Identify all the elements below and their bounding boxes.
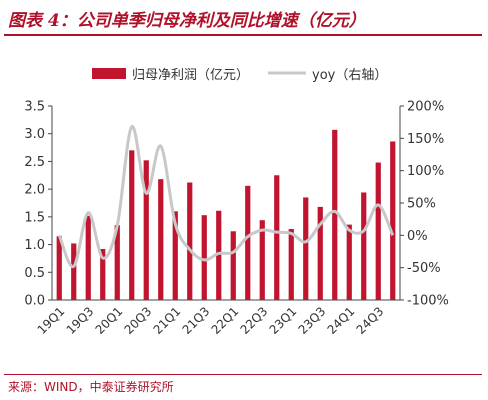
- x-tick-label: 22Q1: [209, 304, 242, 337]
- bar: [375, 162, 381, 300]
- x-tick-label: 24Q1: [325, 304, 358, 337]
- x-tick-label: 21Q3: [180, 304, 213, 337]
- y-right-tick-label: 200%: [407, 100, 444, 115]
- y-left-tick-label: 3.5: [24, 100, 45, 115]
- source-divider: [4, 374, 482, 375]
- chart-legend: 归母净利润（亿元） yoy（右轴）: [92, 68, 387, 83]
- x-tick-label: 20Q3: [122, 304, 155, 337]
- bar: [332, 129, 338, 300]
- y-left-tick-label: 0.5: [24, 266, 45, 281]
- bar: [85, 215, 91, 300]
- x-tick-label: 20Q1: [93, 304, 126, 337]
- bar: [143, 160, 149, 300]
- yoy-series: [57, 125, 395, 268]
- bar: [390, 141, 396, 300]
- y-right-tick-label: -100%: [407, 294, 449, 309]
- bar: [230, 231, 236, 300]
- y-right-tick-label: 100%: [407, 164, 444, 179]
- bar: [245, 185, 251, 300]
- x-tick-label: 23Q1: [267, 304, 300, 337]
- bar: [172, 211, 178, 300]
- bar: [259, 220, 265, 300]
- bar: [114, 225, 120, 300]
- x-tick-label: 22Q3: [238, 304, 271, 337]
- y-right-tick-label: 0%: [407, 229, 428, 244]
- y-left-tick-label: 2.5: [24, 155, 45, 170]
- x-tick-label: 21Q1: [151, 304, 184, 337]
- bar: [56, 236, 62, 300]
- y-right-tick-label: 150%: [407, 132, 444, 147]
- y-left-tick-label: 2.0: [24, 183, 45, 198]
- legend-bar-swatch: [92, 68, 126, 79]
- legend-line-label: yoy（右轴）: [312, 68, 387, 83]
- bar: [346, 224, 352, 300]
- bar: [216, 210, 222, 300]
- bar: [129, 150, 135, 300]
- x-tick-label: 19Q1: [35, 304, 68, 337]
- x-tick-label: 19Q3: [64, 304, 97, 337]
- bar: [288, 229, 294, 300]
- bar: [317, 206, 323, 300]
- bar: [187, 182, 193, 300]
- yoy-line: [57, 125, 395, 268]
- y-left-tick-label: 1.0: [24, 238, 45, 253]
- bar: [100, 249, 106, 300]
- y-right-tick-label: -50%: [407, 261, 441, 276]
- y-left-tick-label: 1.5: [24, 210, 45, 225]
- axes: [48, 105, 404, 301]
- bar: [303, 197, 309, 300]
- bar: [274, 175, 280, 300]
- source-note: 来源：WIND，中泰证券研究所: [8, 380, 174, 394]
- figure-title: 图表 4：公司单季归母净利及同比增速（亿元）: [8, 11, 366, 31]
- title-divider: [4, 34, 482, 36]
- bar: [361, 192, 367, 300]
- y-right-tick-label: 50%: [407, 197, 436, 212]
- bar: [71, 243, 77, 300]
- x-tick-label: 23Q3: [296, 304, 329, 337]
- bar-series: [56, 129, 396, 300]
- bar: [201, 215, 207, 300]
- x-tick-label: 24Q3: [354, 304, 387, 337]
- legend-bar-label: 归母净利润（亿元）: [132, 68, 249, 83]
- y-left-tick-label: 0.0: [24, 294, 45, 309]
- y-left-tick-label: 3.0: [24, 127, 45, 142]
- bar: [158, 179, 164, 300]
